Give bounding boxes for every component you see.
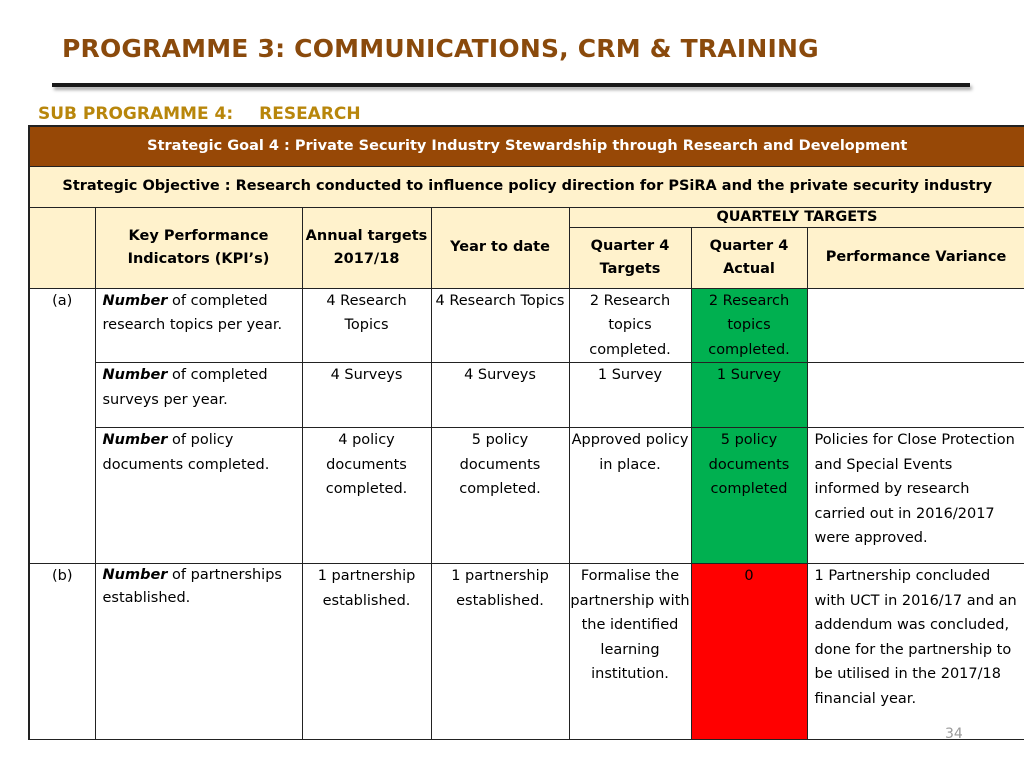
q4-actual-cell: 0 xyxy=(690,563,808,740)
table-row: Number of completed surveys per year. 4 … xyxy=(28,362,1024,428)
kpi-cell: Number of policy documents completed. xyxy=(94,427,303,564)
q4-actual-cell: 1 Survey xyxy=(690,362,808,428)
strategic-goal: Strategic Goal 4 : Private Security Indu… xyxy=(28,125,1024,167)
kpi-cell: Number of partnerships established. xyxy=(94,563,303,740)
kpi-bold: Number xyxy=(102,292,168,309)
header-performance-variance: Performance Variance xyxy=(806,226,1024,289)
annual-target-cell: 1 partnership established. xyxy=(301,563,432,740)
kpi-text: of policy documents completed. xyxy=(102,432,270,473)
header-q4-targets: Quarter 4 Targets xyxy=(568,226,692,289)
q4-target-cell: 2 Research topics completed. xyxy=(568,287,692,363)
header-q4-actual: Quarter 4 Actual xyxy=(690,226,808,289)
table-row: (b) Number of partnerships established. … xyxy=(28,563,1024,740)
variance-cell: 1 Partnership concluded with UCT in 2016… xyxy=(806,563,1024,740)
q4-target-cell: 1 Survey xyxy=(568,362,692,428)
row-label: (a) xyxy=(28,287,96,363)
kpi-cell: Number of completed surveys per year. xyxy=(94,362,303,428)
header-quarterly-targets: QUARTELY TARGETS xyxy=(568,206,1024,228)
annual-target-cell: 4 Research Topics xyxy=(301,287,432,363)
kpi-table: Strategic Goal 4 : Private Security Indu… xyxy=(28,125,1024,740)
q4-actual-cell: 2 Research topics completed. xyxy=(690,287,808,363)
header-kpi: Key Performance Indicators (KPI’s) xyxy=(94,206,303,289)
kpi-text: of completed research topics per year. xyxy=(102,292,283,334)
table-row: Number of policy documents completed. 4 … xyxy=(28,427,1024,564)
q4-target-cell: Approved policy in place. xyxy=(568,427,692,564)
year-to-date-cell: 4 Surveys xyxy=(430,362,570,428)
sub-programme-name: RESEARCH xyxy=(259,104,361,124)
kpi-bold: Number xyxy=(102,432,168,448)
row-label: (b) xyxy=(28,563,96,740)
header-year-to-date: Year to date xyxy=(430,206,570,289)
kpi-bold: Number xyxy=(102,367,168,383)
year-to-date-cell: 4 Research Topics xyxy=(430,287,570,363)
variance-cell xyxy=(806,362,1024,428)
kpi-text: of partnerships established. xyxy=(102,567,282,606)
header-annual-targets: Annual targets 2017/18 xyxy=(301,206,432,289)
variance-cell xyxy=(806,287,1024,363)
sub-programme-heading: SUB PROGRAMME 4: RESEARCH xyxy=(38,104,361,124)
year-to-date-cell: 1 partnership established. xyxy=(430,563,570,740)
annual-target-cell: 4 policy documents completed. xyxy=(301,427,432,564)
kpi-cell: Number of completed research topics per … xyxy=(94,287,303,363)
page-number: 34 xyxy=(945,726,963,742)
annual-target-cell: 4 Surveys xyxy=(301,362,432,428)
strategic-objective: Strategic Objective : Research conducted… xyxy=(28,165,1024,208)
kpi-text: of completed surveys per year. xyxy=(102,367,268,408)
q4-actual-cell: 5 policy documents completed xyxy=(690,427,808,564)
header-label-blank xyxy=(28,206,96,289)
q4-target-cell: Formalise the partnership with the ident… xyxy=(568,563,692,740)
table-row: (a) Number of completed research topics … xyxy=(28,287,1024,363)
page-title: PROGRAMME 3: COMMUNICATIONS, CRM & TRAIN… xyxy=(62,34,819,63)
title-divider xyxy=(52,83,970,87)
row-label xyxy=(28,362,96,428)
row-label xyxy=(28,427,96,564)
sub-programme-label: SUB PROGRAMME 4: xyxy=(38,104,234,124)
kpi-bold: Number xyxy=(102,567,168,583)
year-to-date-cell: 5 policy documents completed. xyxy=(430,427,570,564)
variance-cell: Policies for Close Protection and Specia… xyxy=(806,427,1024,564)
